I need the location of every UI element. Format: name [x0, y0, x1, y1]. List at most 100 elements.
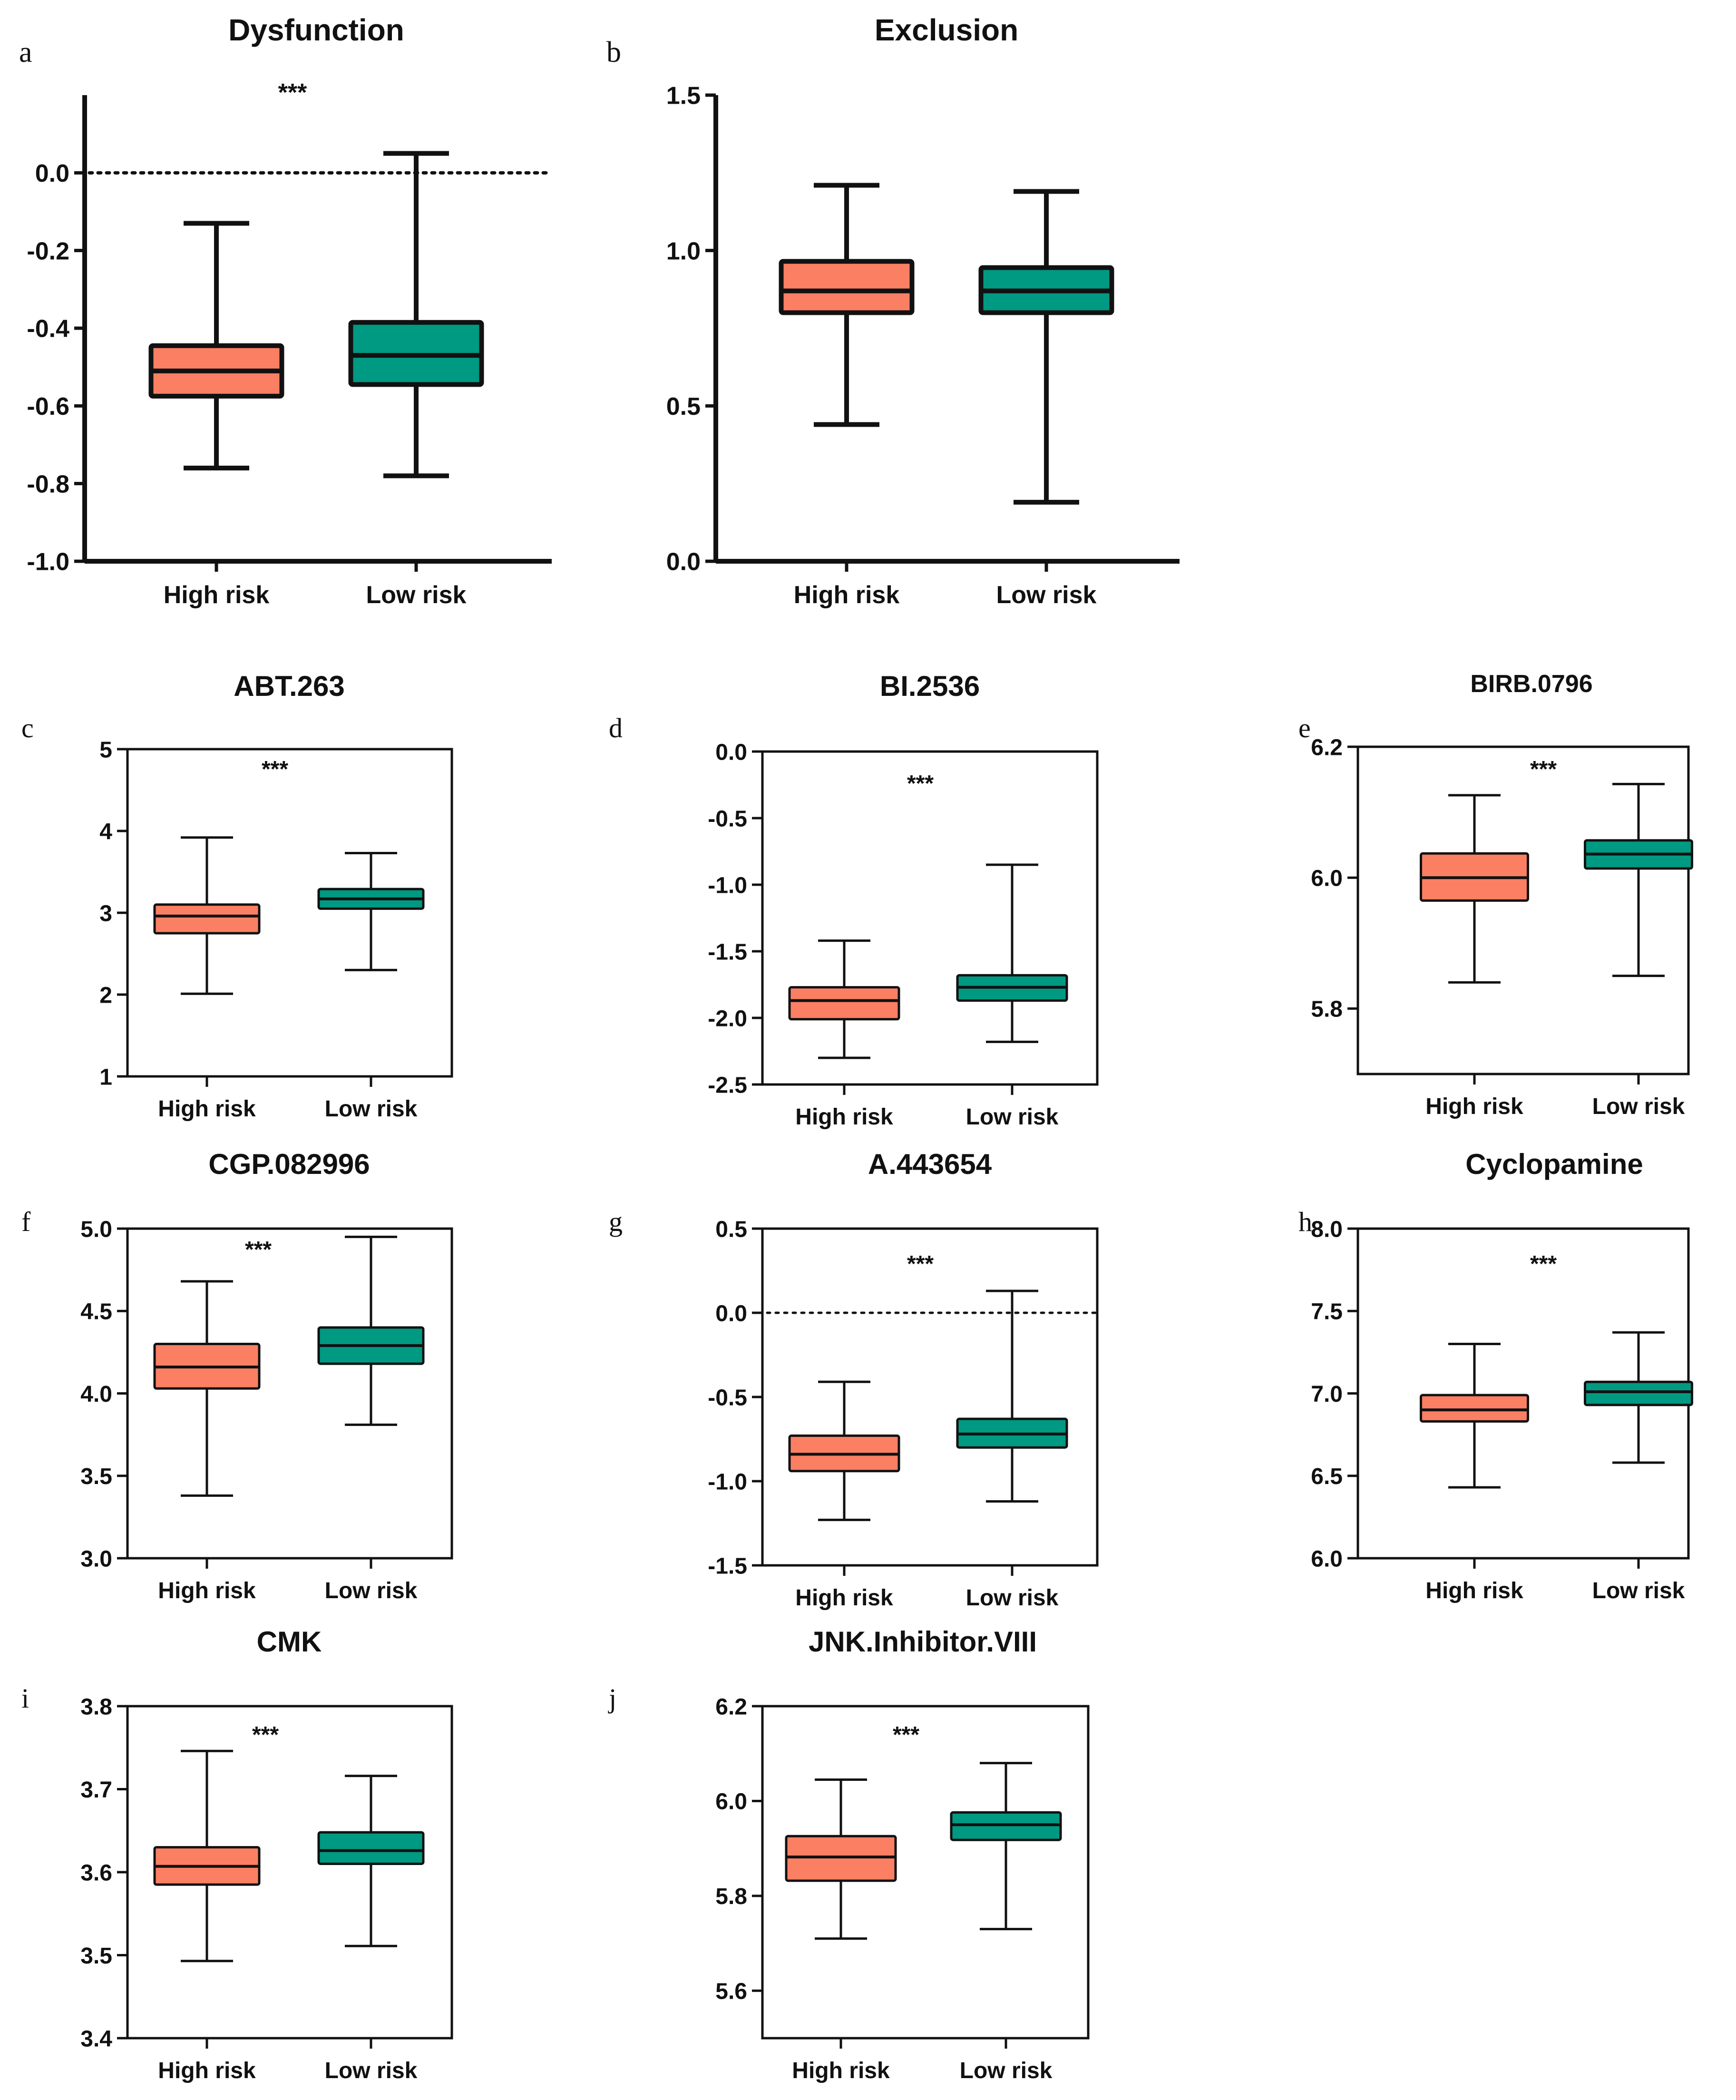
y-tick-label: 6.0 — [1311, 866, 1343, 891]
y-tick-label: 5.6 — [715, 1979, 747, 2004]
y-tick-label: 5 — [99, 737, 112, 762]
panel-label: j — [608, 1683, 616, 1714]
x-tick-label: Low risk — [325, 2058, 418, 2083]
box-high-risk — [788, 1380, 900, 1521]
box-high-risk — [785, 1778, 897, 1940]
panel-j: j JNK.Inhibitor.VIII 6.2 6.0 5.8 5.6 High risk… — [608, 1626, 1090, 2083]
y-tick-label: -0.5 — [708, 1385, 747, 1410]
panel-label: f — [21, 1206, 31, 1237]
iqr-box — [1584, 1380, 1693, 1407]
x-tick-label: High risk — [164, 581, 270, 609]
iqr-box — [317, 1831, 425, 1866]
significance-label: *** — [262, 757, 288, 782]
x-tick-label: High risk — [1425, 1094, 1523, 1119]
y-tick-label: 6.2 — [1311, 735, 1343, 760]
panel-label: g — [609, 1206, 623, 1237]
panel-i: i CMK 3.8 3.7 3.6 3.5 3.4 High risk Low risk *** — [21, 1626, 453, 2083]
x-tick-label: High risk — [158, 1578, 256, 1603]
y-tick-label: 3.0 — [80, 1546, 112, 1572]
plot-frame — [126, 1227, 453, 1560]
panel-label: h — [1298, 1206, 1312, 1237]
x-tick-label: High risk — [795, 1104, 893, 1130]
panel-label: a — [19, 36, 32, 68]
significance-label: *** — [893, 1722, 919, 1748]
y-tick-label: 1 — [99, 1065, 112, 1090]
box-low-risk — [978, 189, 1114, 505]
x-tick-label: Low risk — [325, 1096, 418, 1122]
panel-c: c ABT.263 5 4 3 2 1 High risk Low risk *** — [21, 670, 453, 1122]
y-tick-label: 4 — [99, 819, 112, 844]
panel-title: CGP.082996 — [208, 1148, 370, 1180]
panel-label: b — [606, 36, 621, 68]
box-low-risk — [317, 851, 425, 971]
plot-frame — [1356, 745, 1690, 1075]
y-tick-label: 3.5 — [80, 1464, 112, 1489]
x-tick-label: Low risk — [1592, 1094, 1685, 1119]
x-tick-label: Low risk — [366, 581, 467, 609]
panel-label: e — [1298, 713, 1311, 743]
x-tick-label: Low risk — [996, 581, 1097, 609]
x-tick-label: Low risk — [966, 1585, 1059, 1611]
x-tick-label: High risk — [158, 1096, 256, 1122]
y-tick-label: -0.4 — [27, 315, 69, 343]
y-tick-label: 6.0 — [715, 1789, 747, 1815]
y-tick-label: 5.8 — [1311, 997, 1343, 1022]
iqr-box — [153, 903, 261, 935]
y-tick-label: -1.0 — [27, 548, 69, 576]
plot-frame — [761, 750, 1099, 1086]
x-tick-label: High risk — [158, 2058, 256, 2083]
x-tick-label: High risk — [794, 581, 900, 609]
significance-label: *** — [252, 1722, 279, 1748]
iqr-box — [779, 259, 915, 315]
panel-h: h Cyclopamine 8.0 7.5 7.0 6.5 6.0 High risk Low … — [1298, 1148, 1693, 1603]
box-high-risk — [1420, 794, 1529, 984]
y-tick-label: 0.5 — [666, 393, 701, 420]
box-high-risk — [153, 1280, 261, 1497]
significance-label: *** — [907, 1251, 934, 1277]
iqr-box — [788, 986, 900, 1021]
y-tick-label: 5.0 — [80, 1217, 112, 1242]
box-high-risk — [788, 939, 900, 1059]
panel-title: Exclusion — [875, 13, 1018, 47]
panel-f: f CGP.082996 5.0 4.5 4.0 3.5 3.0 High risk Low r… — [21, 1148, 453, 1603]
x-tick-label: Low risk — [960, 2058, 1053, 2083]
box-low-risk — [348, 151, 484, 479]
y-tick-label: 0.0 — [715, 1301, 747, 1326]
box-high-risk — [779, 183, 915, 427]
panel-b: b Exclusion 1.5 1.0 0.5 0.0 High risk Low risk — [606, 13, 1180, 609]
y-tick-label: 2 — [99, 983, 112, 1008]
box-low-risk — [317, 1235, 425, 1426]
panel-title: ABT.263 — [234, 670, 344, 702]
y-tick-label: 0.5 — [715, 1217, 747, 1242]
box-high-risk — [153, 1749, 261, 1963]
panel-title: Dysfunction — [228, 13, 404, 47]
plot-frame — [761, 1705, 1090, 2040]
panel-title: JNK.Inhibitor.VIII — [809, 1626, 1037, 1658]
box-low-risk — [950, 1762, 1062, 1931]
y-tick-label: -1.5 — [708, 939, 747, 965]
box-low-risk — [956, 1289, 1068, 1503]
x-tick-label: High risk — [795, 1585, 893, 1611]
y-tick-label: 3.6 — [80, 1860, 112, 1885]
x-tick-label: Low risk — [325, 1578, 418, 1603]
panel-title: BI.2536 — [880, 670, 980, 702]
y-tick-label: -0.6 — [27, 393, 69, 420]
y-tick-label: 8.0 — [1311, 1217, 1343, 1242]
y-tick-label: -0.2 — [27, 237, 69, 265]
significance-label: *** — [278, 79, 307, 107]
y-tick-label: 3.4 — [80, 2026, 112, 2051]
y-tick-label: 0.0 — [35, 160, 69, 187]
panel-label: d — [609, 713, 623, 743]
y-tick-label: 4.5 — [80, 1299, 112, 1325]
panel-d: d BI.2536 0.0 -0.5 -1.0 -1.5 -2.0 -2.5 High risk… — [609, 670, 1099, 1130]
panel-label: c — [21, 713, 34, 743]
y-tick-label: 1.0 — [666, 237, 701, 265]
box-high-risk — [1420, 1343, 1529, 1489]
panel-e: e BIRB.0796 6.2 6.0 5.8 High risk Low risk *** — [1298, 670, 1693, 1119]
panel-a: a Dysfunction 0.0 -0.2 -0.4 -0.6 -0.8 -1.0 High … — [19, 13, 554, 609]
box-high-risk — [153, 836, 261, 995]
y-tick-label: 7.5 — [1311, 1299, 1343, 1325]
panel-label: i — [21, 1683, 29, 1714]
significance-label: *** — [245, 1237, 272, 1262]
